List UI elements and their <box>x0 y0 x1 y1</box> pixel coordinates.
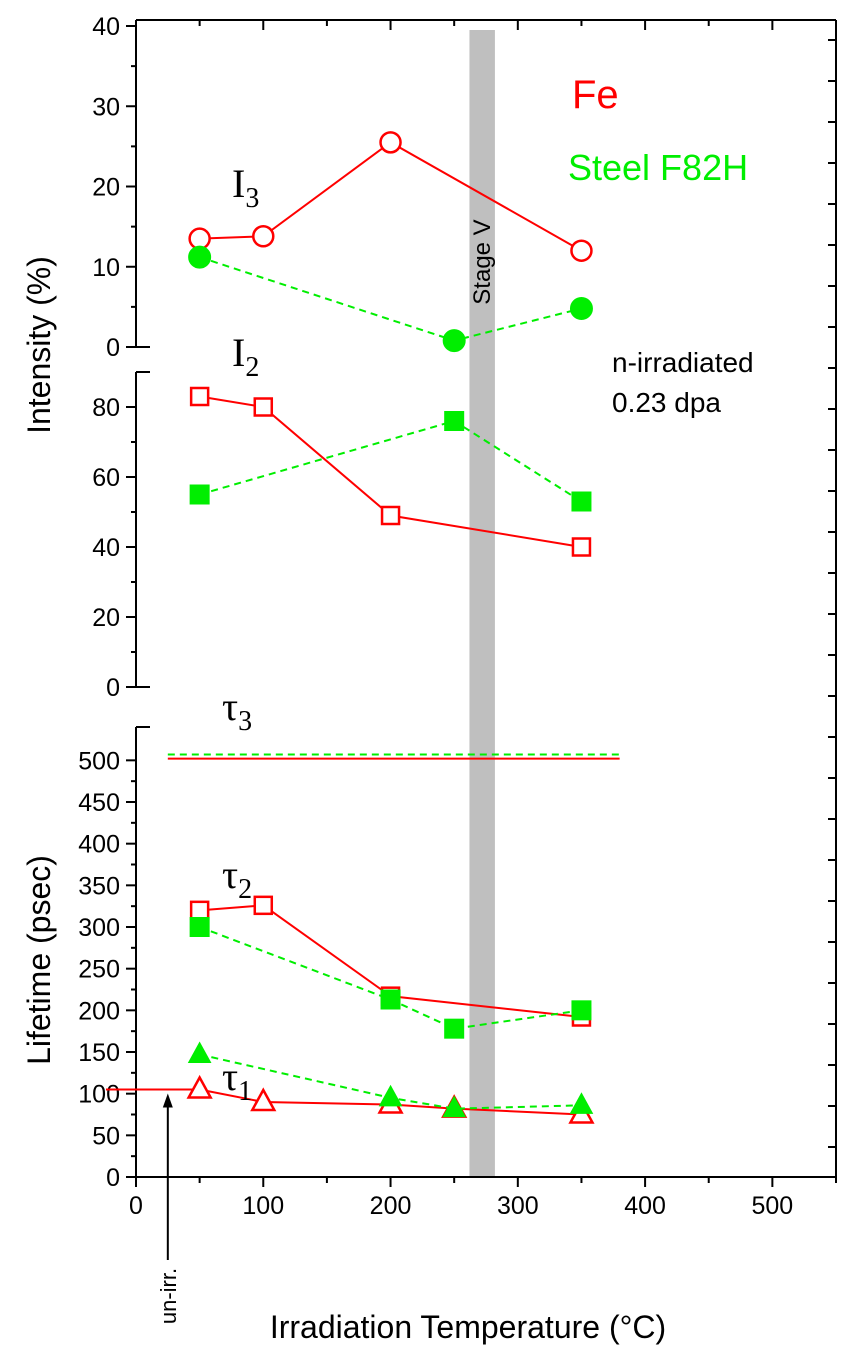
label-tau1: τ1 <box>222 1054 252 1107</box>
data-point-square <box>253 397 274 417</box>
data-point-square <box>571 537 592 557</box>
stage-v-label: Stage V <box>469 219 496 304</box>
data-point-square <box>444 411 465 431</box>
data-point-triangle <box>186 1074 213 1099</box>
legend-fe: Fe <box>572 73 619 117</box>
label-tau2: τ2 <box>222 852 252 905</box>
data-point-triangle <box>187 1041 212 1063</box>
x-tick-label: 200 <box>370 1192 412 1220</box>
label-tau3-main: τ <box>222 684 238 729</box>
data-point-square <box>380 989 401 1010</box>
y-tick-label-I3: 0 <box>106 334 120 362</box>
data-point-triangle <box>442 1095 467 1118</box>
data-point-triangle <box>569 1092 594 1114</box>
y-tick-label-tau: 150 <box>78 1039 120 1067</box>
label-tau1-main: τ <box>222 1054 238 1099</box>
data-point-circle <box>442 329 466 353</box>
unirr-arrow-head <box>162 1093 173 1108</box>
data-point-circle <box>379 131 402 154</box>
data-point-circle <box>570 239 593 262</box>
series-line-fe <box>199 141 582 252</box>
series-layer <box>106 131 620 1124</box>
y-tick-label-I3: 40 <box>92 13 120 41</box>
data-point-circle <box>252 225 275 248</box>
x-tick-label: 500 <box>752 1192 794 1220</box>
x-tick-label: 0 <box>129 1192 143 1220</box>
label-tau3: τ3 <box>222 684 252 737</box>
label-i3-main: I <box>232 161 245 206</box>
condition-line2: 0.23 dpa <box>612 387 721 418</box>
y-tick-label-tau: 0 <box>106 1164 120 1192</box>
data-point-square <box>444 1018 465 1039</box>
y-axis-title-lifetime: Lifetime (psec) <box>21 855 57 1065</box>
y-tick-label-tau: 350 <box>78 872 120 900</box>
unirr-label: un-irr. <box>156 1268 181 1324</box>
y-tick-label-tau: 450 <box>78 789 120 817</box>
y-tick-label-I3: 10 <box>92 254 120 282</box>
label-i2: I2 <box>232 330 259 383</box>
data-point-square <box>189 917 210 937</box>
label-tau1-sub: 1 <box>238 1076 252 1107</box>
legend-steel-f82h: Steel F82H <box>568 147 748 188</box>
y-tick-label-I2: 80 <box>92 394 120 422</box>
data-point-square <box>571 1000 592 1021</box>
data-point-square <box>189 900 210 921</box>
data-point-square <box>189 484 210 505</box>
label-i3: I3 <box>232 161 259 214</box>
series-line-fe <box>106 1088 582 1116</box>
y-tick-label-tau: 250 <box>78 956 120 984</box>
y-tick-label-tau: 400 <box>78 831 120 859</box>
stage-v-band <box>469 30 495 1177</box>
label-tau3-sub: 3 <box>238 706 252 737</box>
stage-band-layer <box>469 30 495 1177</box>
data-point-triangle <box>250 1087 277 1112</box>
series-line-steel-f82h <box>199 256 582 342</box>
y-tick-label-I2: 20 <box>92 604 120 632</box>
data-point-square <box>571 491 592 512</box>
x-tick-label: 100 <box>242 1192 284 1220</box>
data-point-circle <box>569 296 593 320</box>
data-point-square <box>380 505 401 526</box>
data-point-square <box>189 386 210 407</box>
x-axis-title: Irradiation Temperature (°C) <box>270 1309 666 1345</box>
y-tick-label-I2: 60 <box>92 464 120 492</box>
label-i3-sub: 3 <box>245 183 259 214</box>
y-tick-label-I2: 40 <box>92 534 120 562</box>
y-tick-label-tau: 500 <box>78 747 120 775</box>
y-tick-label-tau: 300 <box>78 914 120 942</box>
condition-line1: n-irradiated <box>612 347 754 378</box>
label-i2-sub: 2 <box>245 352 259 383</box>
y-tick-label-tau: 100 <box>78 1081 120 1109</box>
series-line-fe <box>199 904 582 1018</box>
series-line-steel-f82h <box>199 926 582 1030</box>
data-point-triangle <box>378 1084 403 1107</box>
data-point-circle <box>188 245 212 269</box>
y-tick-label-I3: 30 <box>92 93 120 121</box>
x-tick-label: 400 <box>624 1192 666 1220</box>
series-line-steel-f82h <box>199 1053 582 1110</box>
y-axis-title-intensity: Intensity (%) <box>21 256 57 434</box>
label-tau2-main: τ <box>222 852 238 897</box>
x-tick-label: 300 <box>497 1192 539 1220</box>
y-tick-label-I2: 0 <box>106 674 120 702</box>
label-tau2-sub: 2 <box>238 874 252 905</box>
axes-frame <box>135 19 837 1178</box>
y-tick-label-I3: 20 <box>92 174 120 202</box>
y-tick-label-tau: 200 <box>78 997 120 1025</box>
label-i2-main: I <box>232 330 245 375</box>
y-tick-label-tau: 50 <box>92 1122 120 1150</box>
series-line-fe <box>199 395 582 548</box>
data-point-square <box>253 895 274 916</box>
series-line-steel-f82h <box>199 419 582 503</box>
axis-ticks: 0102030400204060800501001502002503003504… <box>78 13 837 1220</box>
